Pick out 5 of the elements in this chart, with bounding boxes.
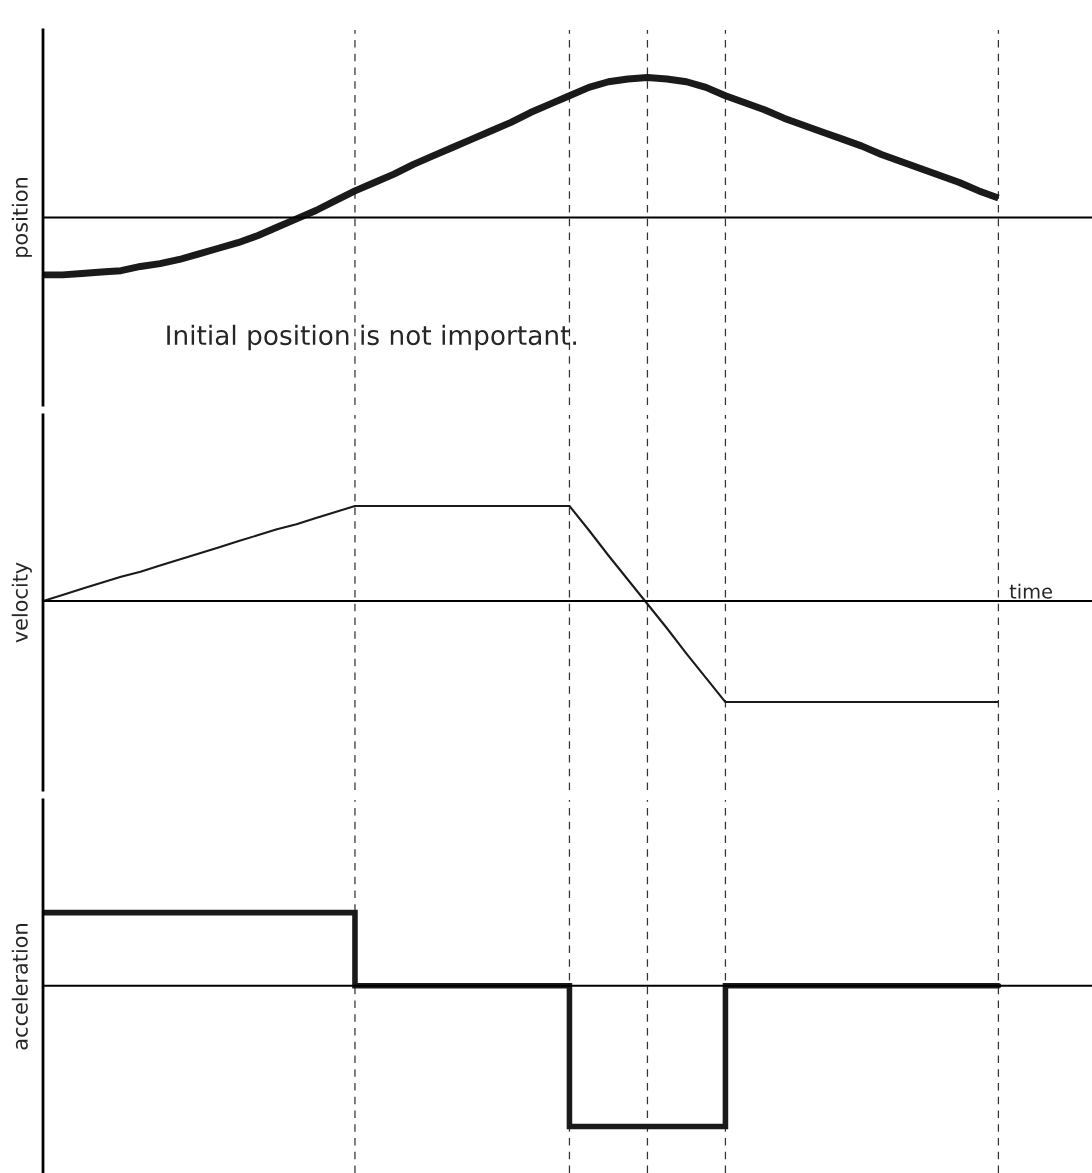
text: Initial position is not important. bbox=[167, 324, 576, 351]
y-axis-title: position bbox=[11, 178, 32, 257]
y-axis-title: acceleration bbox=[11, 924, 28, 1050]
text: time bbox=[1009, 583, 1053, 599]
y-axis-title: velocity bbox=[11, 562, 32, 643]
